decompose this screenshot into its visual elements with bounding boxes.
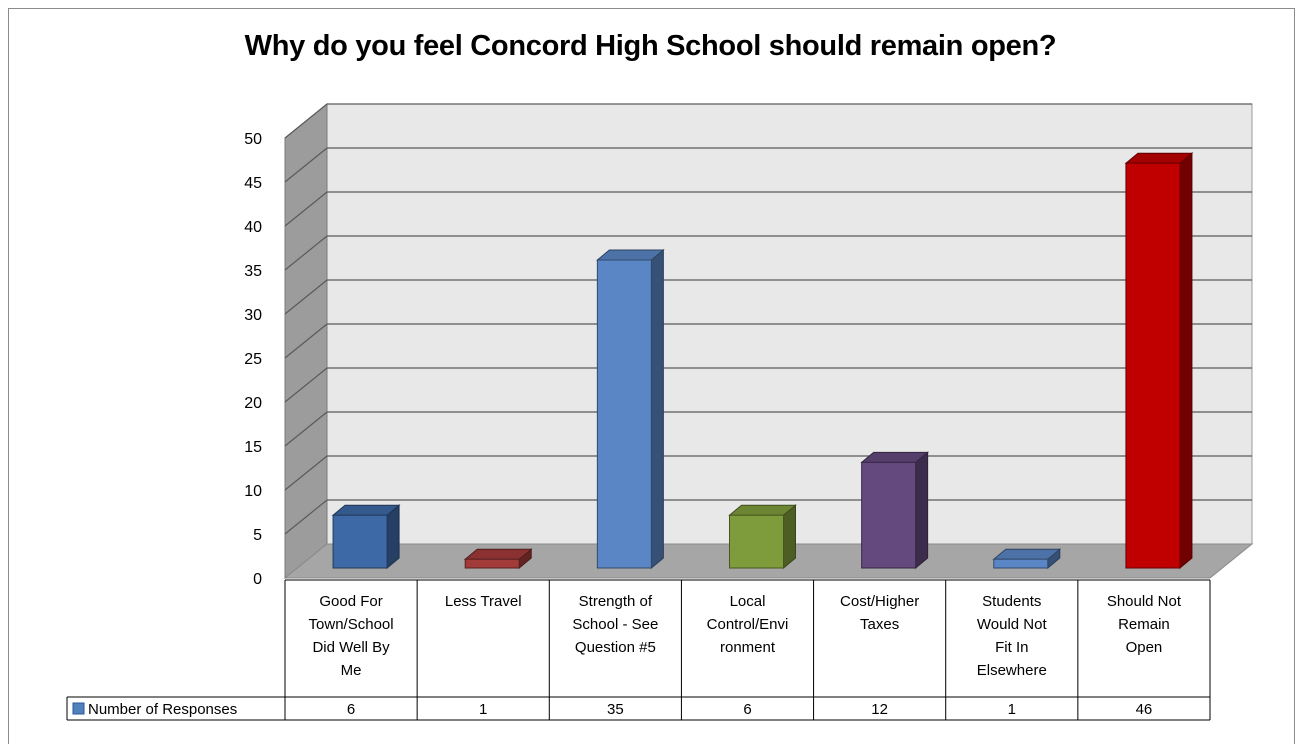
gridline-side bbox=[284, 191, 328, 227]
bar-top bbox=[331, 504, 401, 516]
x-category-label-line: Open bbox=[1126, 639, 1163, 656]
bar bbox=[860, 451, 930, 570]
legend-series-name: Number of Responses bbox=[88, 701, 237, 718]
y-tick-label: 5 bbox=[253, 527, 262, 544]
x-category-label: Cost/Higher Taxes bbox=[840, 593, 919, 633]
x-category-label-line: Elsewhere bbox=[977, 662, 1047, 679]
x-category-label-line: Town/School bbox=[309, 616, 394, 633]
bar-front bbox=[596, 259, 652, 569]
x-category-label: Strength of School - See Question #5 bbox=[572, 593, 658, 656]
x-category-label: Good For Town/School Did Well By Me bbox=[309, 593, 394, 679]
bar-top bbox=[728, 504, 797, 516]
x-category-label: Local Control/Envi ronment bbox=[707, 593, 789, 656]
bars bbox=[331, 152, 1194, 570]
bar-front bbox=[993, 558, 1049, 569]
x-category-label-line: Should Not bbox=[1107, 593, 1182, 610]
x-category-label-line: Control/Envi bbox=[707, 616, 789, 633]
x-category-label-line: Good For bbox=[319, 593, 382, 610]
bar-front bbox=[464, 558, 520, 569]
bar bbox=[992, 548, 1062, 570]
gridline-side bbox=[284, 411, 328, 447]
bar-front bbox=[1125, 162, 1181, 569]
bar-top bbox=[860, 451, 930, 463]
bar-top bbox=[992, 548, 1062, 560]
x-category-label-line: Fit In bbox=[995, 639, 1028, 656]
bar bbox=[463, 548, 533, 570]
x-category-label: Students Would Not Fit In Elsewhere bbox=[977, 593, 1048, 679]
gridline-side bbox=[284, 323, 328, 359]
bar bbox=[728, 504, 797, 570]
data-value-label: 46 bbox=[1136, 701, 1153, 718]
y-tick-label: 10 bbox=[244, 483, 262, 500]
legend-swatch bbox=[72, 702, 85, 715]
x-category-label-line: Would Not bbox=[977, 616, 1048, 633]
x-category-label-line: Remain bbox=[1118, 616, 1170, 633]
y-tick-label: 45 bbox=[244, 175, 262, 192]
gridline-side bbox=[284, 235, 328, 271]
bar-top bbox=[1124, 152, 1194, 164]
data-table: Good For Town/School Did Well By Me Less Tra… bbox=[66, 579, 1211, 721]
y-tick-label: 0 bbox=[253, 571, 262, 588]
bar-front bbox=[332, 514, 388, 569]
gridline-side bbox=[284, 499, 328, 535]
x-category-label-line: Strength of bbox=[579, 593, 653, 610]
x-category-label-line: ronment bbox=[720, 639, 776, 656]
bar-front bbox=[861, 461, 917, 569]
chart-title: Why do you feel Concord High School shou… bbox=[244, 30, 1057, 62]
x-category-label-line: Me bbox=[341, 662, 362, 679]
bar bbox=[1124, 152, 1194, 570]
x-category-label-line: Students bbox=[982, 593, 1041, 610]
data-value-label: 6 bbox=[743, 701, 751, 718]
x-category-label-line: School - See bbox=[572, 616, 658, 633]
data-value-label: 6 bbox=[347, 701, 355, 718]
y-tick-label: 25 bbox=[244, 351, 262, 368]
data-value-label: 1 bbox=[479, 701, 487, 718]
gridline-side bbox=[284, 103, 328, 139]
y-tick-label: 40 bbox=[244, 219, 262, 236]
data-value-label: 1 bbox=[1008, 701, 1016, 718]
gridline-side bbox=[284, 147, 328, 183]
x-category-label: Should Not Remain Open bbox=[1107, 593, 1182, 656]
y-tick-label: 20 bbox=[244, 395, 262, 412]
y-tick-label: 30 bbox=[244, 307, 262, 324]
bar-front bbox=[729, 514, 784, 569]
bar-side bbox=[650, 248, 664, 570]
bar-side bbox=[1179, 152, 1193, 570]
gridline-side bbox=[284, 455, 328, 491]
bar-side bbox=[783, 504, 796, 570]
x-category-label-line: Did Well By bbox=[312, 639, 390, 656]
x-category-label-line: Question #5 bbox=[575, 639, 656, 656]
y-tick-label: 35 bbox=[244, 263, 262, 280]
y-axis: 0 5 10 15 20 25 30 35 40 45 50 bbox=[244, 131, 262, 588]
x-category-label-line: Cost/Higher bbox=[840, 593, 919, 610]
gridline-side bbox=[284, 279, 328, 315]
gridlines bbox=[284, 103, 1252, 535]
x-category-label: Less Travel bbox=[445, 593, 522, 610]
x-category-label-line: Taxes bbox=[860, 616, 899, 633]
gridline-side bbox=[284, 367, 328, 403]
y-tick-label: 50 bbox=[244, 131, 262, 148]
data-value-label: 35 bbox=[607, 701, 624, 718]
x-category-label-line: Less Travel bbox=[445, 593, 522, 610]
y-tick-label: 15 bbox=[244, 439, 262, 456]
bar bbox=[331, 504, 401, 570]
bar-top bbox=[463, 548, 533, 560]
x-category-label-line: Local bbox=[730, 593, 766, 610]
bar-side bbox=[915, 451, 929, 570]
bar-top bbox=[595, 249, 665, 261]
data-value-label: 12 bbox=[871, 701, 888, 718]
bar bbox=[595, 248, 665, 570]
bar-side bbox=[386, 504, 400, 570]
